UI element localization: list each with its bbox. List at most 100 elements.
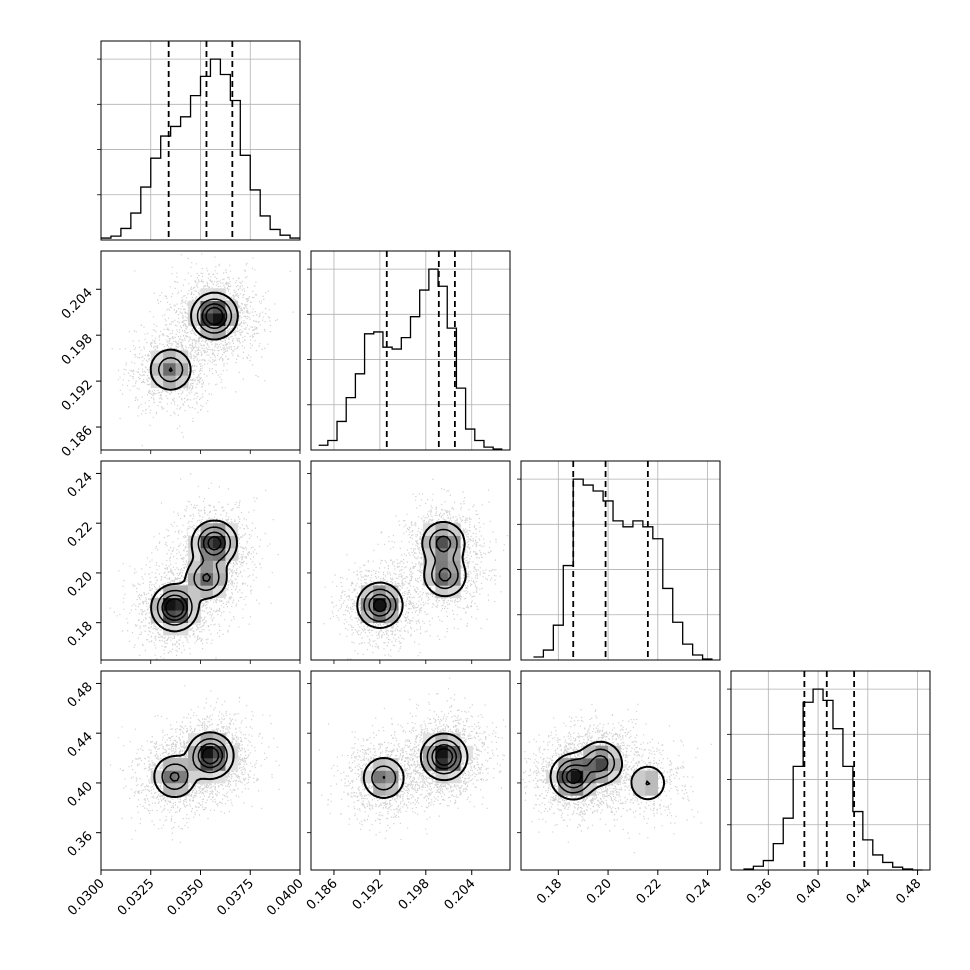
density-cell [200, 572, 214, 586]
contour-level-0 [356, 520, 467, 629]
x-tick-label: 0.204 [442, 876, 479, 913]
joint-panel-1-3 [310, 670, 511, 871]
x-tick-label: 0.40 [794, 876, 825, 907]
density-cell [447, 733, 461, 746]
y-tick-label: 0.20 [65, 569, 96, 600]
panel-frame [730, 670, 931, 871]
contour-level-2 [368, 535, 452, 617]
contour-level-2 [561, 755, 609, 789]
histogram-steps-2 [533, 478, 713, 660]
contour-level-3 [165, 536, 222, 618]
density-cell [188, 770, 201, 784]
contour-level-0 [362, 732, 469, 799]
panel-frame [520, 460, 721, 661]
x-tick-label: 0.0325 [115, 876, 158, 919]
contour-level-0 [149, 291, 239, 391]
x-tick-label: 0.36 [744, 876, 775, 907]
x-tick-label: 0.22 [634, 876, 665, 907]
density-cell [583, 758, 596, 771]
contour-level-1 [363, 528, 459, 623]
density-cell [558, 758, 572, 771]
density-cell [163, 350, 176, 364]
contour-level-3 [565, 768, 583, 785]
scatter-points [318, 677, 507, 841]
contour-level-1 [371, 739, 462, 791]
contour-level-1 [156, 526, 232, 626]
histogram-steps-1 [318, 268, 503, 450]
panel-frame [520, 670, 721, 871]
density-cell [373, 770, 386, 784]
joint-panel-1-2 [310, 460, 511, 661]
y-tick-label: 0.22 [65, 519, 96, 550]
density-cell [200, 560, 214, 574]
density-cell [583, 770, 596, 784]
x-tick-label: 0.0350 [165, 876, 208, 919]
density-cell [150, 362, 164, 376]
histogram-panel-0 [97, 40, 301, 241]
histogram-panel-3 [727, 670, 931, 871]
contour-level-1 [161, 738, 228, 790]
density-cell [360, 610, 374, 623]
panel-frame [310, 670, 511, 871]
histogram-steps-3 [743, 688, 923, 871]
density-cell [225, 313, 239, 326]
contour-level-2 [161, 531, 226, 621]
y-tick-label: 0.198 [59, 331, 96, 368]
y-tick-label: 0.24 [65, 470, 96, 501]
density-cell [212, 535, 226, 549]
contour-level-3 [373, 598, 387, 613]
y-tick-label: 0.186 [59, 423, 96, 460]
y-tick-label: 0.40 [65, 779, 96, 810]
contour-level-1 [157, 298, 233, 383]
density-cell [225, 745, 239, 759]
density-cell [188, 585, 201, 599]
y-tick-label: 0.48 [65, 680, 96, 711]
density-cell [608, 770, 621, 784]
y-tick-label: 0.44 [65, 729, 96, 760]
x-tick-label: 0.0400 [264, 876, 307, 919]
density-cell [447, 745, 461, 759]
density-cell [385, 770, 399, 784]
panel-frame [310, 460, 511, 661]
x-tick-label: 0.48 [893, 876, 924, 907]
density-cell [200, 585, 214, 599]
y-tick-label: 0.204 [59, 285, 96, 322]
density-cell [188, 548, 201, 561]
x-tick-label: 0.24 [683, 876, 714, 907]
x-tick-label: 0.186 [304, 876, 341, 913]
density-cell [435, 548, 449, 561]
contour-level-2 [168, 303, 228, 373]
panel-frame [100, 40, 301, 241]
contour-level-1 [556, 748, 651, 794]
joint-panel-0-1 [100, 250, 301, 451]
panel-frame [310, 250, 511, 451]
joint-panel-2-3 [520, 670, 721, 871]
contour-level-3 [201, 746, 220, 765]
contour-level-3 [205, 306, 224, 326]
density-cell [632, 782, 646, 796]
joint-panel-0-3 [100, 670, 301, 871]
x-tick-label: 0.44 [844, 876, 875, 907]
y-tick-label: 0.36 [65, 829, 96, 860]
histogram-panel-1 [307, 250, 511, 451]
y-tick-label: 0.192 [59, 377, 96, 414]
contour-level-0 [549, 740, 666, 801]
y-tick-label: 0.18 [65, 619, 96, 650]
scatter-points [323, 478, 509, 660]
density-cell [212, 288, 226, 302]
x-tick-label: 0.18 [534, 876, 565, 907]
contour-level-0 [153, 731, 235, 798]
density-cell [632, 770, 646, 784]
density-cell [225, 535, 239, 549]
density-cell [435, 560, 449, 574]
x-tick-label: 0.0300 [65, 876, 108, 919]
histogram-steps-0 [101, 58, 300, 239]
density-cell [545, 770, 559, 784]
x-tick-label: 0.198 [396, 876, 433, 913]
scatter-points [111, 253, 294, 447]
contour-level-0 [150, 519, 238, 633]
density-cell [200, 745, 214, 759]
density-cell [212, 560, 226, 574]
density-cell [385, 782, 399, 796]
